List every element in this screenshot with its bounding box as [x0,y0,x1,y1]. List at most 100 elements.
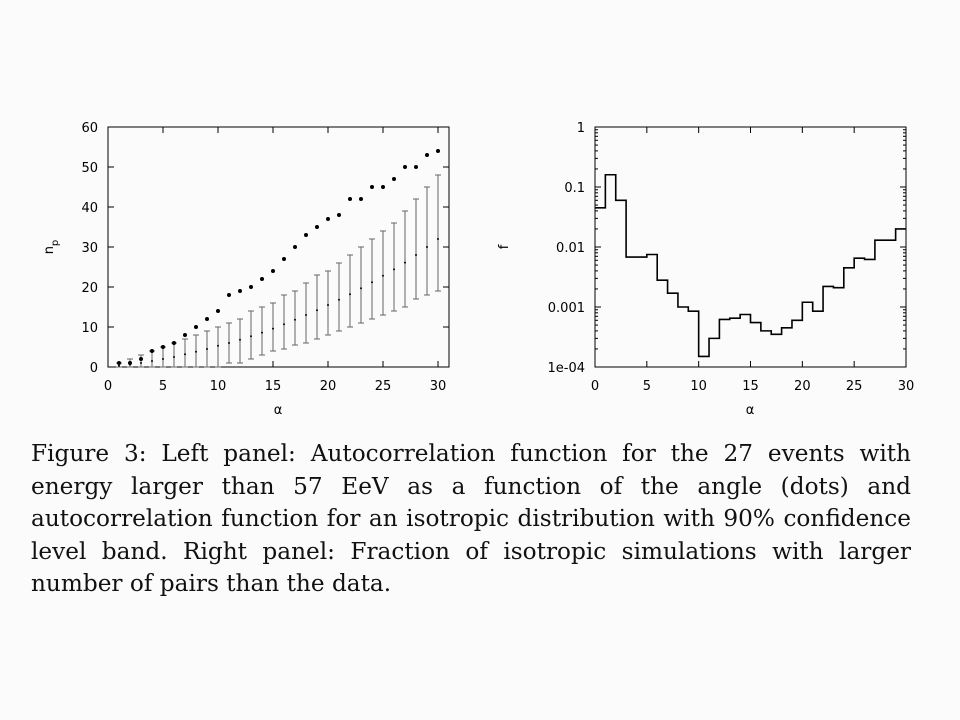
right-plot-frame [594,126,907,368]
right-step-series [595,173,906,358]
right-x-tick-label: 25 [846,379,863,394]
data-dot [161,345,165,349]
left-panel-chart: 0 5 10 15 20 25 30 0 10 20 30 40 50 60 α np [42,121,450,418]
data-dot [249,285,253,289]
isotropic-point [250,335,252,338]
isotropic-point [338,298,340,301]
isotropic-point [173,356,175,358]
right-x-tick-label: 5 [643,379,651,394]
data-dot [326,217,330,221]
isotropic-point [415,254,417,256]
isotropic-point [261,331,263,334]
right-y-axis-label: f [497,244,512,249]
right-y-tick-label: 0.1 [564,181,585,196]
isotropic-point [305,314,307,316]
left-x-tick-label: 0 [104,379,112,394]
figure-caption: Figure 3: Left panel: Autocorrelation fu… [31,440,911,597]
data-dot [304,233,308,237]
left-y-axis-label: np [42,240,61,255]
left-y-tick-label: 20 [81,281,98,296]
left-dots-series [117,149,440,365]
isotropic-point [437,238,439,240]
isotropic-point [272,327,274,330]
right-x-tick-label: 10 [690,379,707,394]
left-x-tick-label: 5 [159,379,167,394]
left-y-axis-label-sub: p [50,240,61,246]
right-y-tick-label: 0.01 [556,241,585,256]
data-dot [260,277,264,281]
left-y-tick-label: 0 [90,361,98,376]
left-x-tick-label: 30 [430,379,447,394]
isotropic-point [360,287,362,290]
isotropic-point [151,360,153,362]
right-y-tick-label: 1 [577,121,585,136]
fraction-step-line [595,173,906,358]
data-dot [392,177,396,181]
data-dot [128,361,132,365]
data-dot [381,185,385,189]
data-dot [425,153,429,157]
data-dot [293,245,297,249]
right-y-tick-label: 1e-04 [547,361,585,376]
isotropic-point [195,350,197,353]
isotropic-point [371,281,373,284]
isotropic-point [228,342,230,344]
data-dot [271,269,275,273]
figure-3: 0 5 10 15 20 25 30 0 10 20 30 40 50 60 α np 0 5 10 15 20 2… [42,121,914,418]
isotropic-point [404,261,406,264]
isotropic-point [349,293,351,296]
right-x-tick-label: 15 [742,379,759,394]
left-y-axis-label-main: n [42,246,57,254]
data-dot [359,197,363,201]
data-dot [117,361,121,365]
data-dot [315,225,319,229]
right-axes: 0 5 10 15 20 25 30 1e-04 0.001 0.01 0.1 1 [547,121,914,394]
isotropic-point [162,358,164,360]
isotropic-point [327,304,329,306]
left-plot-frame [107,126,450,368]
data-dot [370,185,374,189]
right-x-tick-label: 20 [794,379,811,394]
data-dot [414,165,418,169]
left-y-tick-label: 60 [81,121,98,136]
isotropic-point [283,323,285,326]
data-dot [238,289,242,293]
isotropic-point [426,246,428,248]
data-dot [227,293,231,297]
left-x-tick-label: 25 [375,379,392,394]
left-x-axis-label: α [274,403,283,418]
data-dot [150,349,154,353]
data-dot [403,165,407,169]
left-y-tick-label: 40 [81,201,98,216]
left-y-tick-label: 50 [81,161,98,176]
isotropic-point [184,353,186,356]
isotropic-point [239,338,241,341]
data-dot [216,309,220,313]
right-panel-chart: 0 5 10 15 20 25 30 1e-04 0.001 0.01 0.1 1 α f [497,121,914,418]
isotropic-point [382,274,384,277]
right-x-axis-label: α [746,403,755,418]
data-dot [172,341,176,345]
right-y-tick-label: 0.001 [548,301,585,316]
isotropic-point [140,362,142,364]
data-dot [436,149,440,153]
left-x-tick-label: 15 [265,379,282,394]
data-dot [337,213,341,217]
isotropic-point [294,318,296,321]
isotropic-point [206,348,208,350]
data-dot [194,325,198,329]
left-errorbars-series [116,174,441,368]
data-dot [205,317,209,321]
data-dot [183,333,187,337]
left-x-tick-label: 20 [320,379,337,394]
left-axes: 0 5 10 15 20 25 30 0 10 20 30 40 50 60 [81,121,449,394]
isotropic-point [217,344,219,347]
left-y-tick-label: 10 [81,321,98,336]
left-y-tick-label: 30 [81,241,98,256]
isotropic-point [393,268,395,271]
right-x-tick-label: 30 [898,379,915,394]
isotropic-point [316,309,318,312]
isotropic-point [118,364,120,367]
data-dot [282,257,286,261]
left-x-tick-label: 10 [210,379,227,394]
